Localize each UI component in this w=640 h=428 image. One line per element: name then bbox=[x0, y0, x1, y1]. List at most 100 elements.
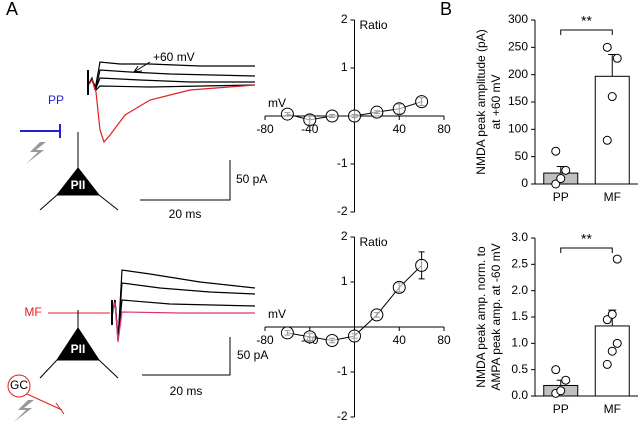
data-point bbox=[280, 107, 294, 121]
bar bbox=[594, 325, 630, 397]
scale-label: 50 pA bbox=[237, 348, 268, 362]
data-point bbox=[551, 365, 561, 375]
significance-bracket bbox=[560, 29, 613, 35]
data-point bbox=[348, 109, 361, 123]
y-tick-label: 0.0 bbox=[511, 388, 528, 402]
y-tick-label: 1 bbox=[341, 274, 348, 288]
data-point bbox=[370, 105, 384, 119]
panel-label: B bbox=[440, 0, 452, 19]
arrow bbox=[133, 61, 151, 73]
cell-label: PII bbox=[71, 178, 86, 192]
data-point bbox=[303, 330, 317, 344]
y-tick-label: 0.5 bbox=[511, 362, 528, 376]
y-axis-label: Ratio bbox=[360, 235, 388, 249]
scale-bar bbox=[142, 337, 231, 376]
y-tick-label: -2 bbox=[337, 409, 348, 423]
x-axis-label: mV bbox=[268, 96, 286, 110]
y-axis-label: NMDA peak amplitude (pA) bbox=[474, 29, 488, 174]
data-point bbox=[607, 346, 617, 356]
y-tick-label: 1.0 bbox=[511, 336, 528, 350]
cell bbox=[39, 132, 119, 211]
data-point bbox=[561, 165, 571, 175]
x-tick-label: -80 bbox=[256, 333, 274, 347]
data-point bbox=[602, 42, 612, 52]
significance-bracket bbox=[560, 247, 613, 253]
y-tick-label: -1 bbox=[337, 156, 348, 170]
y-axis-label: Ratio bbox=[360, 18, 388, 32]
data-point bbox=[607, 309, 617, 319]
cell-label: PII bbox=[71, 342, 86, 356]
input-label: PP bbox=[48, 93, 64, 107]
x-tick-label: MF bbox=[604, 402, 621, 416]
x-tick-label: -80 bbox=[256, 122, 274, 136]
y-axis-label: at +60 mV bbox=[489, 74, 503, 129]
panel-label: A bbox=[6, 0, 18, 19]
bottom-traces bbox=[111, 269, 256, 343]
data-point bbox=[612, 53, 622, 63]
data-point bbox=[392, 280, 406, 294]
x-tick-label: 40 bbox=[393, 333, 407, 347]
data-point bbox=[602, 359, 612, 369]
data-point bbox=[370, 308, 384, 322]
data-point bbox=[415, 258, 429, 272]
data-point bbox=[561, 375, 571, 385]
y-tick-label: 2 bbox=[341, 12, 348, 26]
axon bbox=[26, 393, 65, 415]
y-axis-label: AMPA peak amp. at -60 mV bbox=[489, 243, 503, 390]
data-point bbox=[612, 254, 622, 264]
y-tick-label: 2.0 bbox=[511, 283, 528, 297]
y-tick-label: 2.5 bbox=[511, 257, 528, 271]
stim-icon bbox=[14, 400, 34, 422]
data-point bbox=[415, 95, 429, 109]
stim-line bbox=[20, 124, 61, 138]
scale-label: 20 ms bbox=[170, 384, 203, 398]
y-tick-label: 2 bbox=[341, 229, 348, 243]
top-traces bbox=[87, 61, 256, 144]
x-tick-label: 80 bbox=[437, 122, 451, 136]
data-point bbox=[392, 102, 406, 116]
data-point bbox=[607, 92, 617, 102]
x-axis-label: mV bbox=[268, 307, 286, 321]
input-label: MF bbox=[24, 305, 41, 319]
y-tick-label: 200 bbox=[508, 67, 528, 81]
x-tick-label: -40 bbox=[301, 122, 319, 136]
stim-icon bbox=[26, 142, 46, 164]
y-tick-label: 1.5 bbox=[511, 309, 528, 323]
data-point bbox=[602, 135, 612, 145]
data-point bbox=[325, 334, 339, 347]
y-axis-label: NMDA peak amp. norm. to bbox=[474, 246, 488, 388]
data-point bbox=[551, 179, 561, 189]
y-tick-label: 0 bbox=[521, 176, 528, 190]
y-tick-label: 250 bbox=[508, 40, 528, 54]
y-tick-label: -1 bbox=[337, 364, 348, 378]
scale-bar bbox=[140, 160, 231, 201]
x-tick-label: PP bbox=[553, 190, 569, 204]
significance-label: ** bbox=[581, 13, 592, 29]
data-point bbox=[612, 338, 622, 348]
y-tick-label: 3.0 bbox=[511, 230, 528, 244]
y-tick-label: 150 bbox=[508, 94, 528, 108]
x-tick-label: 80 bbox=[437, 333, 451, 347]
data-point bbox=[303, 113, 317, 127]
scale-label: 50 pA bbox=[236, 172, 267, 186]
data-point bbox=[325, 109, 339, 123]
data-point bbox=[556, 386, 566, 396]
y-tick-label: 100 bbox=[508, 122, 528, 136]
data-point bbox=[556, 174, 566, 184]
source-cell bbox=[7, 374, 31, 398]
significance-label: ** bbox=[581, 231, 592, 247]
y-tick-label: -2 bbox=[337, 204, 348, 218]
y-tick-label: 50 bbox=[515, 149, 529, 163]
cell bbox=[39, 310, 119, 379]
data-point bbox=[348, 329, 361, 343]
data-point bbox=[551, 146, 561, 156]
x-tick-label: PP bbox=[553, 402, 569, 416]
data-point bbox=[280, 326, 294, 340]
y-tick-label: 300 bbox=[508, 12, 528, 26]
x-tick-label: 40 bbox=[393, 122, 407, 136]
trace-label: +60 mV bbox=[153, 50, 195, 64]
source-label: GC bbox=[10, 378, 28, 392]
y-tick-label: 1 bbox=[341, 60, 348, 74]
scale-label: 20 ms bbox=[169, 207, 202, 221]
